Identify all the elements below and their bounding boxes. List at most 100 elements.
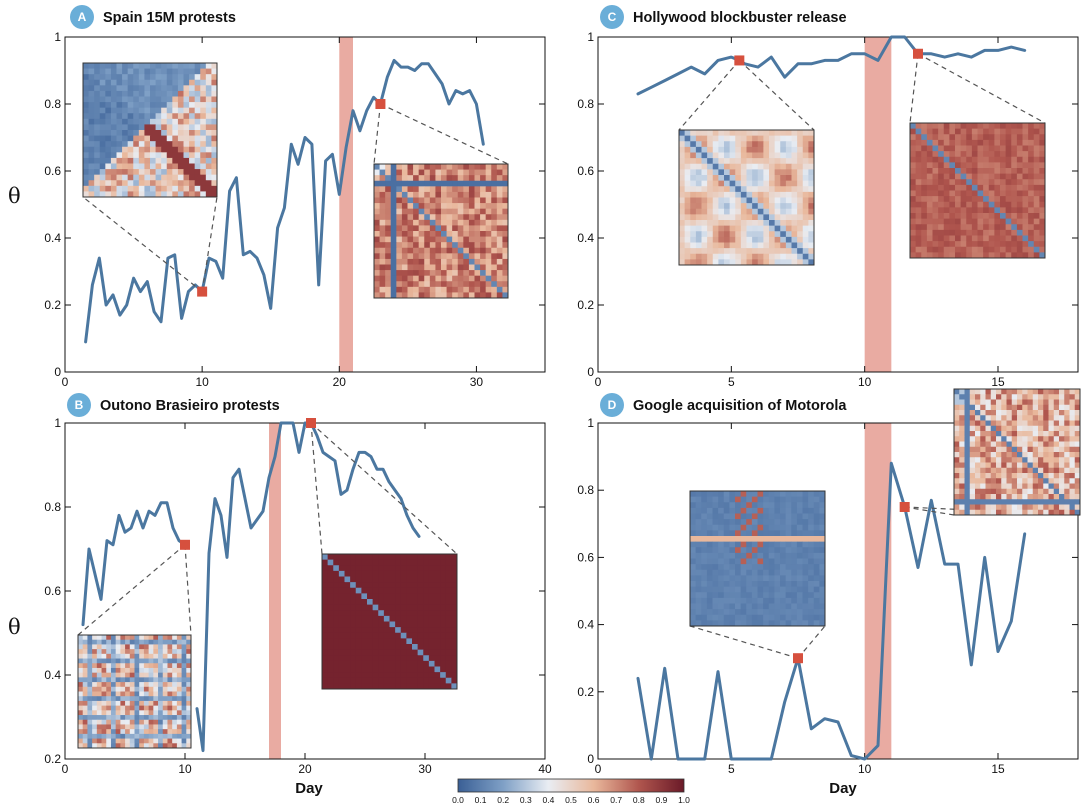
- inset-cell: [808, 146, 815, 153]
- inset-cell: [723, 496, 730, 503]
- inset-cell: [954, 452, 960, 458]
- inset-cell: [158, 644, 164, 650]
- inset-cell: [932, 190, 939, 197]
- inset-cell: [333, 582, 340, 589]
- inset-cell: [446, 225, 453, 232]
- inset-cell: [679, 163, 686, 170]
- inset-cell: [338, 672, 345, 679]
- inset-cell: [395, 565, 402, 572]
- inset-cell: [361, 660, 368, 667]
- inset-cell: [322, 610, 329, 617]
- inset-cell: [110, 733, 117, 739]
- inset-cell: [172, 79, 179, 86]
- inset-cell: [926, 246, 933, 253]
- inset-cell: [985, 389, 992, 395]
- inset-cell: [1033, 229, 1040, 236]
- inset-cell: [964, 478, 971, 484]
- inset-cell: [1016, 218, 1023, 225]
- inset-cell: [428, 604, 435, 611]
- inset-cell: [690, 135, 697, 142]
- inset-cell: [813, 581, 820, 588]
- inset-cell: [99, 102, 106, 109]
- inset-cell: [327, 666, 334, 673]
- inset-cell: [166, 102, 173, 109]
- inset-cell: [735, 536, 742, 543]
- inset-cell: [322, 672, 329, 679]
- inset-cell: [194, 135, 201, 142]
- inset-cell: [1048, 394, 1055, 400]
- inset-cell: [429, 292, 436, 299]
- inset-cell: [177, 79, 184, 86]
- inset-cell: [746, 603, 753, 610]
- inset-cell: [964, 410, 971, 416]
- inset-cell: [445, 672, 452, 679]
- inset-cell: [1032, 436, 1039, 442]
- inset-cell: [468, 191, 475, 198]
- inset-cell: [964, 504, 971, 511]
- inset-cell: [752, 141, 759, 148]
- inset-cell: [485, 242, 492, 249]
- inset-cell: [88, 169, 95, 176]
- inset-cell: [434, 660, 441, 667]
- inset-cell: [938, 246, 945, 253]
- inset-cell: [99, 68, 106, 75]
- inset-cell: [1011, 420, 1018, 427]
- inset-cell: [350, 593, 357, 600]
- inset-cell: [932, 173, 939, 180]
- inset-cell: [407, 236, 414, 243]
- inset-cell: [774, 214, 781, 221]
- inset-cell: [988, 156, 995, 163]
- inset-cell: [406, 593, 413, 600]
- inset-cell: [417, 559, 424, 566]
- inset-cell: [441, 164, 447, 170]
- inset-cell: [155, 169, 162, 176]
- inset-cell: [451, 554, 458, 561]
- inset-cell: [350, 576, 357, 583]
- inset-cell: [774, 586, 781, 593]
- inset-cell: [155, 102, 162, 109]
- inset-cell: [1032, 467, 1039, 474]
- inset-cell: [768, 491, 775, 498]
- inset-cell: [344, 649, 351, 656]
- inset-cell: [78, 729, 84, 735]
- inset-cell: [167, 682, 173, 688]
- inset-cell: [211, 79, 218, 86]
- inset-cell: [474, 242, 481, 249]
- inset-cell: [150, 141, 156, 148]
- inset-cell: [434, 570, 441, 577]
- inset-cell: [172, 135, 179, 142]
- inset-cell: [740, 597, 747, 604]
- inset-cell: [158, 700, 164, 707]
- inset-cell: [796, 491, 803, 498]
- inset-cell: [110, 719, 117, 725]
- inset-cell: [99, 107, 106, 114]
- inset-cell: [350, 627, 357, 634]
- inset-cell: [94, 146, 101, 153]
- inset-cell: [110, 691, 117, 697]
- inset-cell: [153, 696, 159, 702]
- inset-cell: [1011, 441, 1018, 448]
- inset-cell: [1033, 213, 1040, 220]
- inset-cell: [955, 246, 962, 253]
- inset-cell: [718, 225, 725, 232]
- inset-cell: [480, 292, 487, 299]
- inset-cell: [94, 63, 101, 69]
- inset-cell: [139, 719, 145, 725]
- inset-cell: [1022, 123, 1029, 130]
- inset-cell: [211, 191, 218, 198]
- inset-cell: [966, 207, 973, 214]
- inset-cell: [752, 242, 759, 249]
- inset-cell: [452, 225, 459, 232]
- inset-cell: [435, 247, 442, 254]
- inset-cell: [959, 478, 965, 484]
- inset-cell: [344, 554, 351, 561]
- inset-cell: [480, 197, 487, 204]
- inset-cell: [701, 225, 708, 232]
- inset-cell: [412, 582, 419, 589]
- inset-cell: [101, 729, 107, 735]
- inset-cell: [374, 191, 380, 198]
- inset-cell: [1006, 457, 1013, 463]
- inset-cell: [763, 609, 770, 616]
- inset-cell: [977, 156, 984, 163]
- inset-cell: [975, 457, 981, 463]
